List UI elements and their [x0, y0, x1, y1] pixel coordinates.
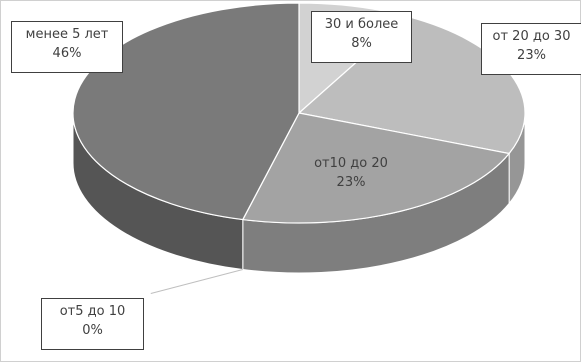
data-label-percent: 46%	[52, 46, 82, 61]
data-label-percent: 23%	[336, 175, 366, 190]
data-label-percent: 8%	[351, 36, 372, 51]
data-label-category: от 20 до 30	[492, 29, 571, 44]
data-label-category: от10 до 20	[314, 156, 388, 171]
pie-slice-от-20-до-30	[297, 15, 526, 155]
data-label-percent: 23%	[517, 48, 546, 63]
data-label-30-and-more: 30 и более 8%	[311, 11, 412, 63]
data-label-20-to-30: от 20 до 30 23%	[481, 23, 581, 75]
pie-slice-от10-до-20	[241, 112, 511, 224]
data-label-category: менее 5 лет	[25, 27, 109, 42]
data-label-10-to-20: от10 до 20 23%	[295, 151, 407, 197]
leader-line-от5-до-10	[150, 269, 243, 295]
data-label-less-than-5: менее 5 лет 46%	[11, 21, 123, 73]
leader-lines	[150, 269, 243, 295]
data-label-category: 30 и более	[324, 17, 399, 32]
data-label-percent: 0%	[82, 323, 103, 338]
data-label-5-to-10: от5 до 10 0%	[41, 298, 144, 350]
data-label-category: от5 до 10	[59, 304, 126, 319]
pie-slice-менее-5-лет	[72, 2, 300, 221]
